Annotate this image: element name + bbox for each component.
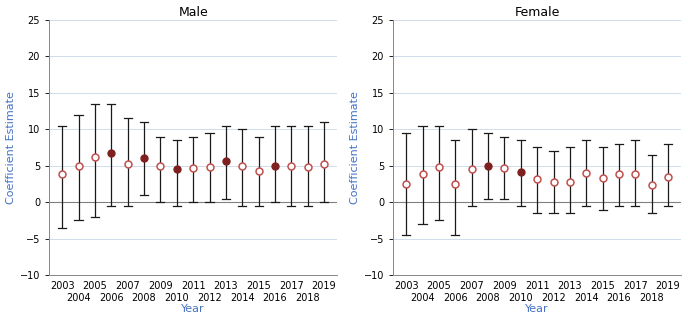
X-axis label: Year: Year — [526, 304, 549, 315]
Title: Male: Male — [178, 5, 208, 19]
Y-axis label: Coefficient Estimate: Coefficient Estimate — [6, 91, 16, 204]
X-axis label: Year: Year — [182, 304, 205, 315]
Title: Female: Female — [515, 5, 560, 19]
Y-axis label: Coefficient Estimate: Coefficient Estimate — [350, 91, 360, 204]
